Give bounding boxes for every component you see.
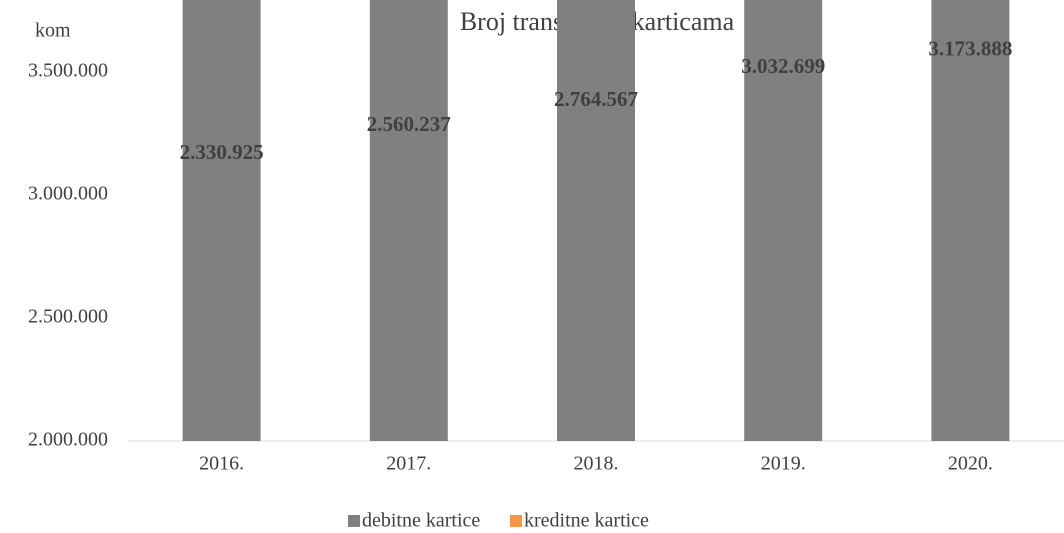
bar-segment [182, 0, 261, 441]
legend-label: debitne kartice [362, 510, 480, 532]
y-tick-label: 2.500.000 [28, 306, 108, 328]
y-tick-label: 2.000.000 [28, 429, 108, 451]
data-label: 2.560.237 [367, 112, 451, 136]
data-label: 3.032.699 [741, 54, 825, 78]
x-tick-label: 2019. [761, 453, 806, 475]
data-label: 2.330.925 [180, 140, 264, 164]
bar-segment [931, 0, 1010, 441]
y-tick-label: 3.000.000 [28, 183, 108, 205]
y-tick-label: 3.500.000 [28, 60, 108, 82]
bar-segment [557, 0, 635, 442]
data-label: 3.173.888 [928, 36, 1012, 60]
x-tick-label: 2016. [199, 453, 244, 475]
bar-segment [369, 0, 448, 441]
legend-label: kreditne kartice [524, 510, 649, 532]
x-tick-label: 2018. [574, 453, 619, 475]
x-tick-label: 2020. [948, 453, 993, 475]
legend-swatch [510, 515, 522, 527]
legend-swatch [348, 515, 360, 527]
bar-segment [744, 0, 823, 441]
data-label: 2.764.567 [554, 87, 638, 111]
y-axis-label: kom [35, 20, 71, 42]
x-tick-label: 2017. [386, 453, 431, 475]
